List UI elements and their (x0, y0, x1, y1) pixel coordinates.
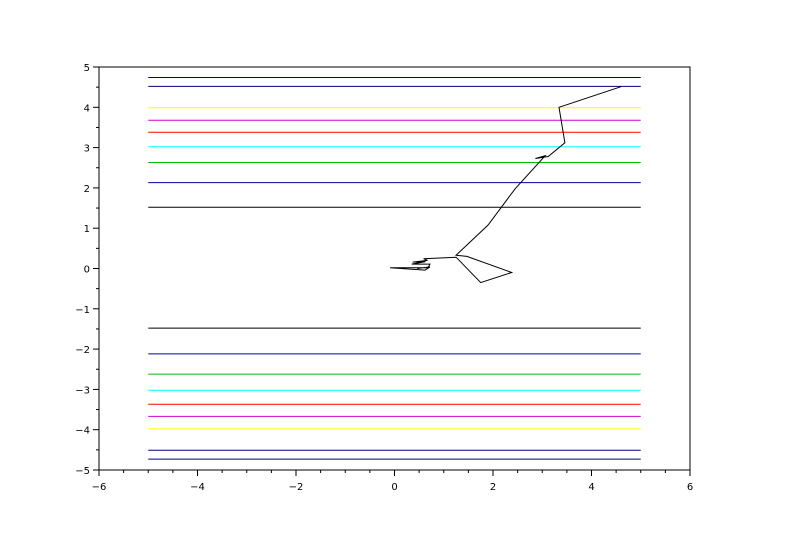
x-tick-label: −2 (289, 482, 304, 493)
y-tick-label: 3 (84, 144, 90, 155)
y-axis: −5 −4 −3 −2 −1 0 1 2 3 4 5 (75, 63, 99, 477)
x-tick-label: 6 (687, 482, 693, 493)
x-tick-label: −4 (190, 482, 205, 493)
x-tick-label: 0 (391, 482, 397, 493)
series-line-0 (390, 86, 622, 284)
y-tick-label: −3 (75, 385, 90, 396)
y-tick-label: 0 (84, 265, 90, 276)
y-tick-label: 2 (84, 184, 90, 195)
y-tick-label: −5 (75, 466, 90, 477)
y-tick-label: 1 (84, 224, 90, 235)
x-tick-label: 2 (490, 482, 496, 493)
x-tick-label: −6 (92, 482, 107, 493)
y-tick-label: 5 (84, 63, 90, 74)
data-series (390, 86, 622, 284)
x-axis: −6 −4 −2 0 2 4 6 (92, 470, 693, 493)
y-tick-label: −1 (75, 305, 90, 316)
y-tick-label: −4 (75, 426, 90, 437)
x-tick-label: 4 (588, 482, 594, 493)
horizontal-lines (148, 76, 641, 460)
y-tick-label: −2 (75, 345, 90, 356)
y-tick-label: 4 (84, 103, 90, 114)
